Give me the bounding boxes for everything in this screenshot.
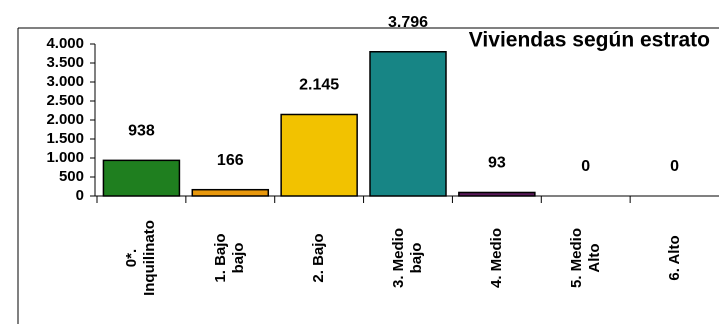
x-tick-label: 0*. Inquilinato — [123, 220, 159, 296]
value-label: 93 — [488, 155, 506, 172]
y-tick-label: 2.000 — [46, 111, 84, 128]
x-tick-label: 3. Medio bajo — [390, 228, 425, 289]
y-tick-label: 4.000 — [46, 35, 84, 52]
y-tick-label: 1.000 — [46, 149, 84, 166]
value-label: 938 — [128, 123, 155, 140]
bar — [369, 51, 447, 197]
chart-title: Viviendas según estrato — [469, 29, 710, 52]
value-label: 166 — [217, 152, 244, 169]
value-label: 2.145 — [299, 77, 339, 94]
bar — [191, 188, 270, 197]
y-tick-label: 0 — [76, 187, 84, 204]
x-tick-label: 4. Medio — [487, 228, 505, 289]
x-tick-label: 6. Alto — [665, 235, 683, 281]
x-tick-label: 1. Bajo bajo — [212, 233, 248, 283]
bar — [102, 159, 181, 197]
y-tick-label: 2.500 — [46, 92, 84, 109]
y-tick-label: 500 — [59, 168, 84, 185]
y-tick-label: 3.000 — [46, 73, 84, 90]
x-tick-label: 2. Bajo — [310, 233, 328, 283]
value-label: 0 — [581, 158, 590, 175]
y-tick-label: 1.500 — [46, 130, 84, 147]
y-tick-label: 3.500 — [46, 54, 84, 71]
value-label: 0 — [670, 158, 679, 175]
value-label: 3.796 — [388, 14, 428, 31]
bar — [458, 191, 536, 197]
x-tick-label: 5. Medio Alto — [567, 228, 603, 289]
bar — [280, 113, 358, 197]
